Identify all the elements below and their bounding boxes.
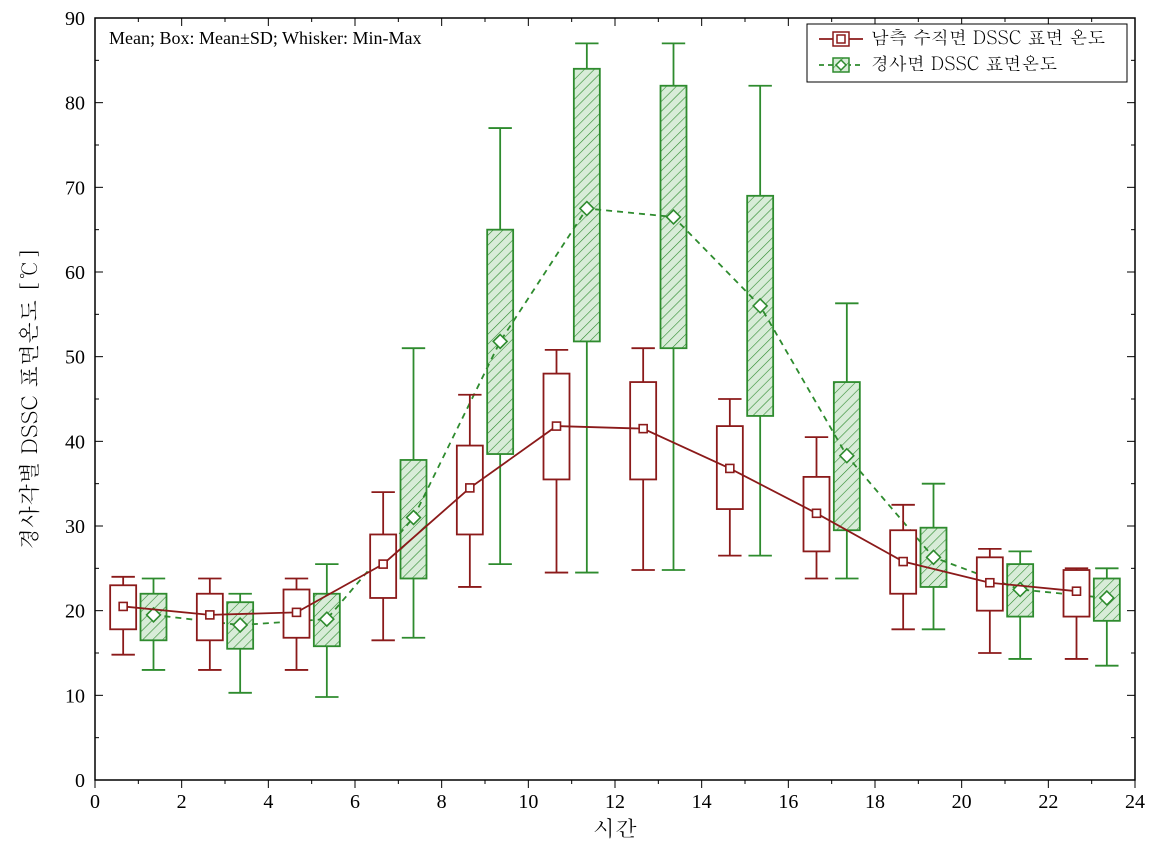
- y-tick-label: 30: [65, 516, 85, 538]
- x-tick-label: 2: [177, 791, 187, 813]
- mean-marker: [1073, 587, 1081, 595]
- legend-label: 경사면 DSSC 표면온도: [871, 51, 1057, 76]
- x-tick-label: 12: [605, 791, 625, 813]
- legend-label: 남측 수직면 DSSC 표면 온도: [871, 25, 1105, 50]
- y-tick-label: 20: [65, 601, 85, 623]
- x-tick-label: 4: [263, 791, 273, 813]
- x-tick-label: 20: [952, 791, 972, 813]
- x-axis-title: 시간: [593, 812, 637, 843]
- x-tick-label: 24: [1125, 791, 1145, 813]
- y-tick-label: 60: [65, 262, 85, 284]
- chart-container: 0246810121416182022240102030405060708090…: [0, 0, 1150, 852]
- x-tick-label: 16: [778, 791, 798, 813]
- boxplot-series-south_vertical: [110, 348, 1089, 670]
- y-tick-label: 0: [75, 770, 85, 792]
- mean-marker: [813, 509, 821, 517]
- y-tick-label: 70: [65, 177, 85, 199]
- mean-marker: [553, 422, 561, 430]
- mean-marker: [466, 484, 474, 492]
- mean-marker: [119, 602, 127, 610]
- mean-marker: [206, 611, 214, 619]
- x-tick-label: 22: [1038, 791, 1058, 813]
- x-tick-label: 6: [350, 791, 360, 813]
- y-tick-label: 80: [65, 93, 85, 115]
- y-tick-label: 90: [65, 8, 85, 30]
- y-axis-title: 경사각별 DSSC 표면온도 [℃]: [13, 248, 44, 549]
- x-tick-label: 14: [692, 791, 712, 813]
- y-tick-label: 50: [65, 347, 85, 369]
- annotation-text: Mean; Box: Mean±SD; Whisker: Min-Max: [109, 28, 422, 48]
- mean-marker: [379, 560, 387, 568]
- x-tick-label: 18: [865, 791, 885, 813]
- x-tick-label: 0: [90, 791, 100, 813]
- plot-border: [95, 18, 1135, 780]
- mean-marker: [899, 558, 907, 566]
- y-tick-label: 10: [65, 685, 85, 707]
- x-tick-label: 10: [518, 791, 538, 813]
- mean-marker: [293, 608, 301, 616]
- mean-marker: [726, 464, 734, 472]
- mean-marker: [986, 579, 994, 587]
- mean-marker: [639, 425, 647, 433]
- boxplot-chart: 0246810121416182022240102030405060708090…: [0, 0, 1150, 852]
- x-tick-label: 8: [437, 791, 447, 813]
- y-tick-label: 40: [65, 431, 85, 453]
